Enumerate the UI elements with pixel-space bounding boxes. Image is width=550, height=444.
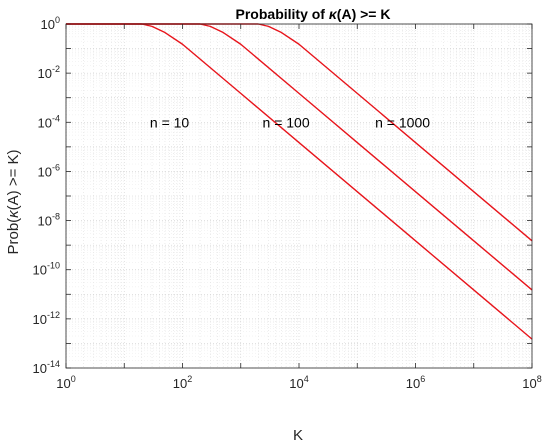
- y-tick-labels: 100 10-2 10-4 10-6 10-8 10-10 10-12 10-14: [33, 15, 60, 376]
- annotation-label-2: n = 100: [263, 114, 310, 130]
- y-tick-label: 100: [41, 15, 60, 32]
- y-tick-label: 10-12: [33, 310, 60, 327]
- minor-grid: [66, 24, 532, 368]
- y-tick-label: 10-14: [33, 359, 60, 376]
- y-tick-label: 10-6: [38, 162, 60, 179]
- y-tick-label: 10-4: [38, 113, 60, 130]
- x-tick-label: 106: [406, 374, 425, 391]
- x-tick-label: 104: [289, 374, 308, 391]
- annotation-label-1: n = 10: [150, 114, 190, 130]
- x-tick-label: 102: [173, 374, 192, 391]
- y-tick-label: 10-10: [33, 261, 60, 278]
- y-axis-label: Prob(κ(A) >= K): [5, 149, 22, 254]
- chart-title: Probability of κ(A) >= K: [236, 6, 391, 22]
- x-tick-label: 108: [522, 374, 541, 391]
- x-axis-label: K: [293, 427, 303, 444]
- x-tick-label: 100: [56, 374, 75, 391]
- annotations: n = 10 n = 100 n = 1000: [150, 114, 430, 130]
- tick-marks: [65, 23, 533, 369]
- annotation-label-3: n = 1000: [375, 114, 430, 130]
- y-tick-label: 10-8: [38, 212, 60, 229]
- x-tick-labels: 100 102 104 106 108: [56, 374, 541, 391]
- y-tick-label: 10-2: [38, 64, 60, 81]
